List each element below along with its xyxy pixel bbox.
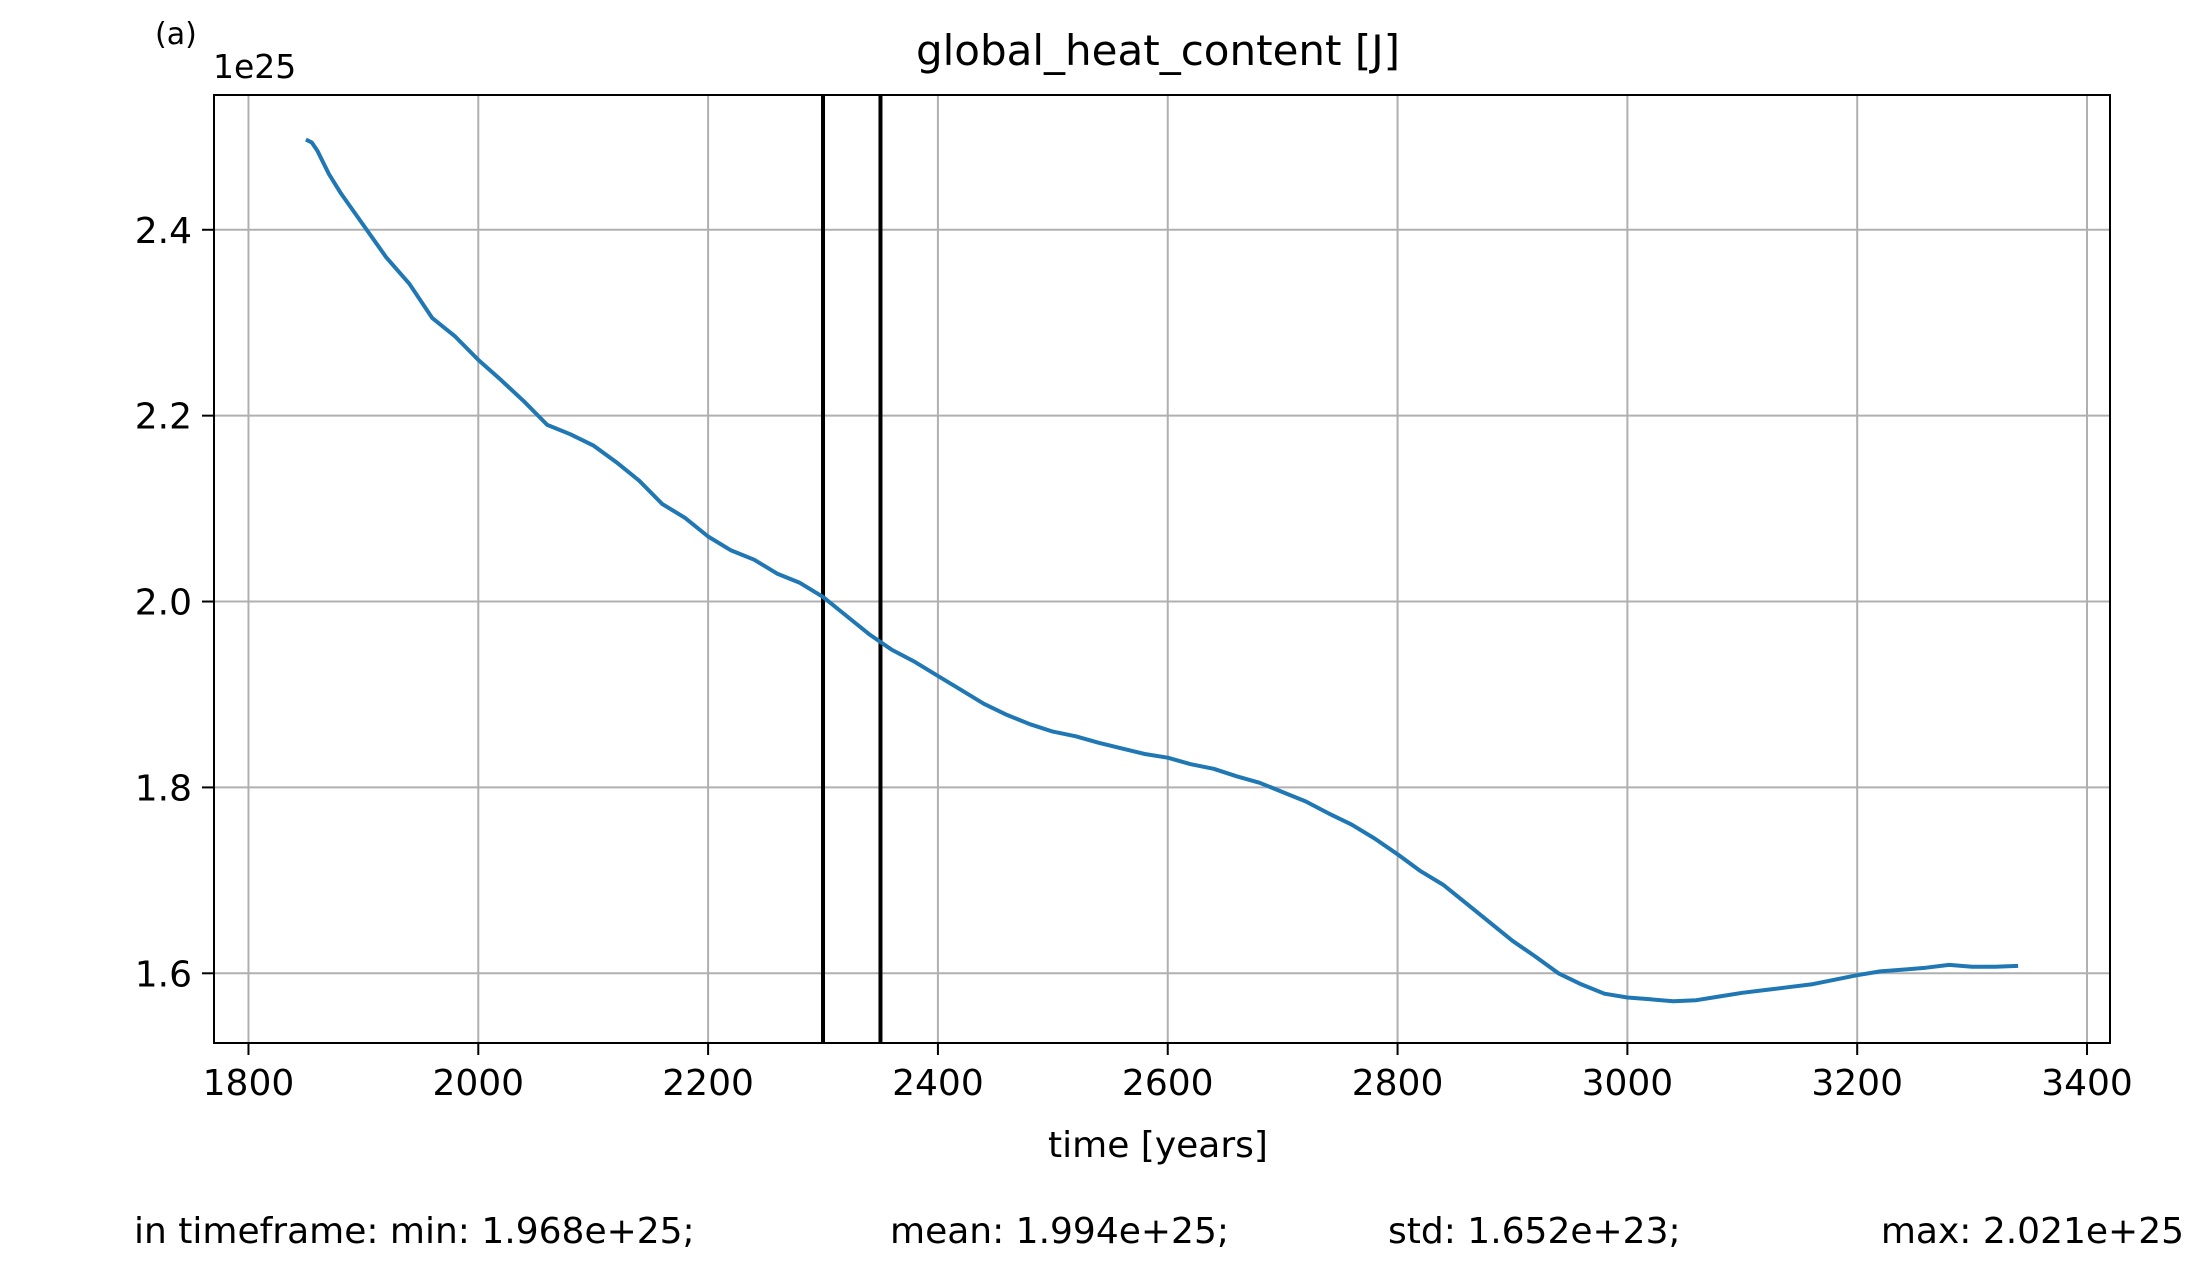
- grid: [214, 95, 2110, 1043]
- series-layer: [305, 137, 2019, 1004]
- plot-area-frame: [213, 94, 2111, 1044]
- x-tick-label: 2800: [1352, 1063, 1444, 1104]
- y-tick-label: 2.2: [135, 397, 192, 438]
- series-line: [305, 137, 2019, 1004]
- panel-label: (a): [155, 17, 197, 52]
- x-tick-label: 1800: [203, 1063, 295, 1104]
- x-tick-label: 2600: [1122, 1063, 1214, 1104]
- x-tick-label: 2000: [432, 1063, 524, 1104]
- y-tick-label: 1.6: [135, 954, 192, 995]
- stat-std: std: 1.652e+23;: [1388, 1211, 1681, 1252]
- stat-max: max: 2.021e+25: [1881, 1211, 2184, 1252]
- x-tick-label: 2400: [892, 1063, 984, 1104]
- y-tick-label: 2.4: [135, 211, 192, 252]
- stat-mean: mean: 1.994e+25;: [890, 1211, 1229, 1252]
- x-tick-label: 3400: [2041, 1063, 2133, 1104]
- y-tick-label: 2.0: [135, 583, 192, 624]
- x-tick-label: 3200: [1811, 1063, 1903, 1104]
- y-axis-multiplier: 1e25: [213, 47, 296, 86]
- chart-title: global_heat_content [J]: [916, 26, 1400, 75]
- y-tick-label: 1.8: [135, 768, 192, 809]
- x-tick-label: 3000: [1582, 1063, 1674, 1104]
- reference-lines: [821, 95, 883, 1043]
- stat-min: in timeframe: min: 1.968e+25;: [134, 1211, 695, 1252]
- x-axis-ticks: 1800 2000 2200 2400 2600 2800 3000 3200 3400: [203, 1043, 2133, 1104]
- x-axis-label: time [years]: [1048, 1125, 1268, 1166]
- x-tick-label: 2200: [662, 1063, 754, 1104]
- y-axis-ticks: 1.6 1.8 2.0 2.2 2.4: [135, 211, 214, 995]
